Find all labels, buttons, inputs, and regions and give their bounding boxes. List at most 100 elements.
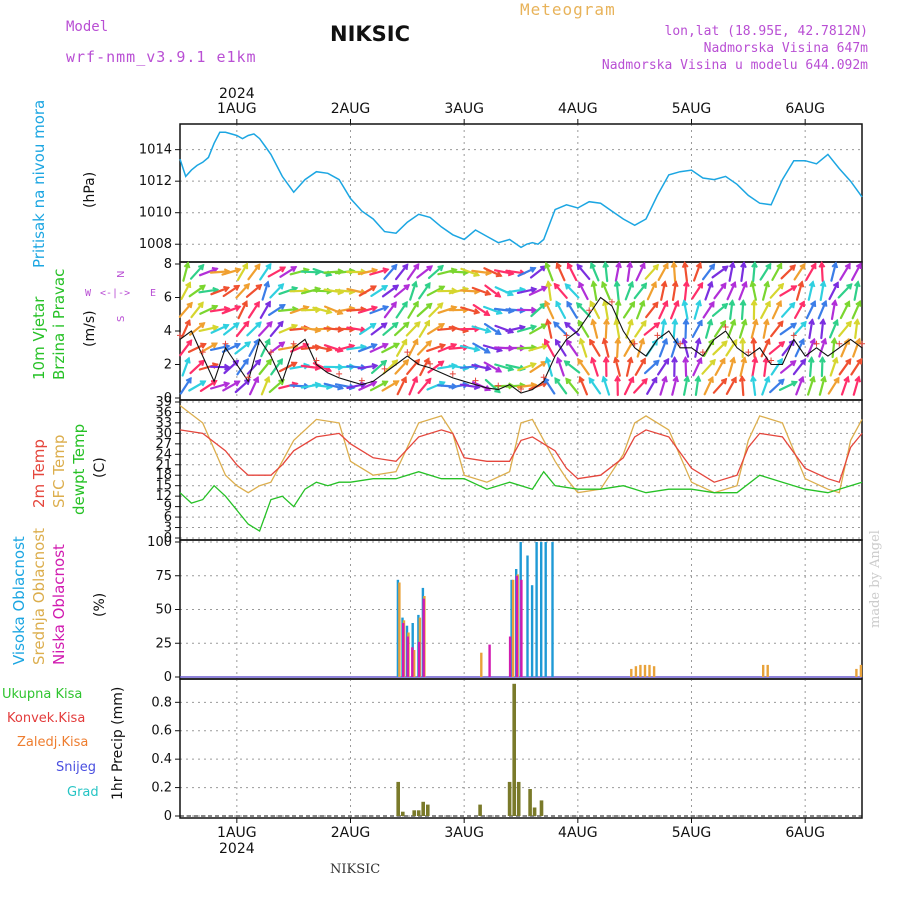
- wind-arrow-head: [424, 319, 430, 327]
- wind-arrow-head: [473, 345, 481, 353]
- high-cloud-bar: [510, 579, 513, 677]
- legend-conv-rain: Konvek.Kisa: [7, 711, 86, 726]
- y-tick-label: 0.8: [151, 695, 172, 710]
- wind-arrow: [406, 359, 420, 375]
- wind-arrow: [516, 288, 537, 294]
- wind-arrow-head: [721, 302, 729, 310]
- wind-arrow: [761, 281, 769, 301]
- wind-arrow-head: [484, 385, 492, 392]
- wind-arrow: [751, 376, 757, 396]
- wind-arrow: [210, 382, 230, 390]
- wind-arrow-head: [252, 376, 260, 383]
- wind-arrow: [427, 323, 445, 335]
- y-tick-label: 1012: [139, 174, 172, 189]
- wind-arrow: [369, 380, 388, 392]
- wind-gust-marker: [267, 349, 274, 356]
- wind-arrow: [460, 306, 480, 314]
- mid-cloud-bar: [859, 664, 863, 677]
- wind-arrow: [417, 340, 432, 356]
- wind-arrow-head: [438, 285, 446, 292]
- wind-arrow-head: [566, 262, 573, 270]
- wind-arrow: [448, 270, 469, 274]
- wind-arrow: [405, 321, 421, 337]
- wind-arrow: [577, 358, 590, 376]
- wind-arrow-head: [708, 338, 715, 346]
- wind-arrow: [591, 319, 599, 339]
- wind-arrow: [483, 361, 502, 373]
- precip-bar: [396, 781, 400, 816]
- wind-arrow: [659, 376, 667, 396]
- wind-arrow-head: [425, 377, 432, 385]
- wind-arrow: [472, 342, 491, 354]
- wind-arrow: [505, 269, 526, 275]
- wind-arrow: [179, 377, 192, 395]
- wind-arrow-head: [241, 300, 248, 307]
- wind-arrow: [277, 308, 298, 312]
- wind-gust-marker: [813, 340, 820, 347]
- wind-arrow-head: [402, 263, 409, 271]
- wind-gust-marker: [472, 377, 479, 384]
- wind-arrow: [418, 282, 431, 300]
- wind-arrow-head: [672, 337, 680, 345]
- wind-arrow-head: [790, 360, 797, 367]
- wind-arrow: [472, 304, 490, 316]
- wind-arrow: [577, 320, 590, 338]
- wind-arrow-head: [234, 267, 242, 274]
- wind-arrow: [682, 300, 689, 320]
- wind-arrow: [278, 382, 298, 390]
- wind-arrow-head: [484, 327, 492, 334]
- wind-arrow: [763, 357, 768, 377]
- wind-arrow-head: [495, 271, 503, 278]
- wind-arrow: [188, 284, 206, 298]
- wind-arrow-field: [178, 261, 863, 397]
- wind-arrow: [248, 339, 260, 357]
- wind-arrow: [180, 282, 191, 300]
- wind-arrow: [544, 300, 555, 320]
- wind-arrow-head: [614, 337, 622, 344]
- wind-arrow-head: [775, 300, 783, 307]
- wind-arrow: [249, 376, 259, 396]
- wind-west-label: W: [85, 288, 92, 299]
- wind-arrow: [780, 264, 796, 280]
- wind-arrow-head: [809, 337, 816, 345]
- wind-arrow: [505, 325, 526, 333]
- wind-arrow: [494, 286, 514, 296]
- wind-arrow-head: [563, 360, 571, 367]
- wind-arrow-head: [588, 376, 595, 384]
- wind-arrow: [300, 270, 321, 274]
- wind-arrow-head: [437, 302, 444, 309]
- precip-bar: [478, 804, 482, 816]
- y-tick-label: 18: [155, 468, 172, 483]
- wind-arrow-head: [578, 375, 585, 383]
- wind-arrow-head: [846, 283, 853, 290]
- wind-arrow: [817, 300, 827, 320]
- wind-arrow: [394, 359, 409, 375]
- wind-arrow: [289, 306, 309, 314]
- wind-arrow: [658, 338, 668, 358]
- wind-arrow-head: [484, 347, 491, 354]
- wind-arrow: [471, 286, 491, 296]
- wind-gust-marker: [518, 385, 524, 392]
- wind-arrow: [261, 281, 269, 301]
- wind-arrow-head: [650, 281, 657, 288]
- wind-arrow: [590, 262, 600, 282]
- wind-arrow-head: [819, 280, 827, 288]
- wind-arrow: [359, 322, 377, 336]
- precip-bar: [412, 810, 416, 816]
- wind-arrow: [779, 360, 797, 374]
- wind-arrow: [260, 376, 270, 396]
- wind-arrow-head: [790, 322, 798, 329]
- wind-arrow: [427, 360, 445, 374]
- wind-arrow: [346, 308, 367, 312]
- wind-arrow-head: [401, 338, 408, 346]
- y-tick-label: 1008: [139, 237, 172, 252]
- wind-arrow: [181, 357, 190, 377]
- day-label-bottom: 6AUG: [785, 825, 825, 841]
- mid-cloud-bar: [398, 582, 401, 677]
- wind-arrow-head: [555, 300, 562, 308]
- wind-arrow: [483, 323, 502, 335]
- wind-arrow: [259, 301, 271, 319]
- wind-arrow: [751, 357, 757, 377]
- wind-gust-marker: [404, 349, 411, 356]
- wind-arrow: [566, 262, 578, 282]
